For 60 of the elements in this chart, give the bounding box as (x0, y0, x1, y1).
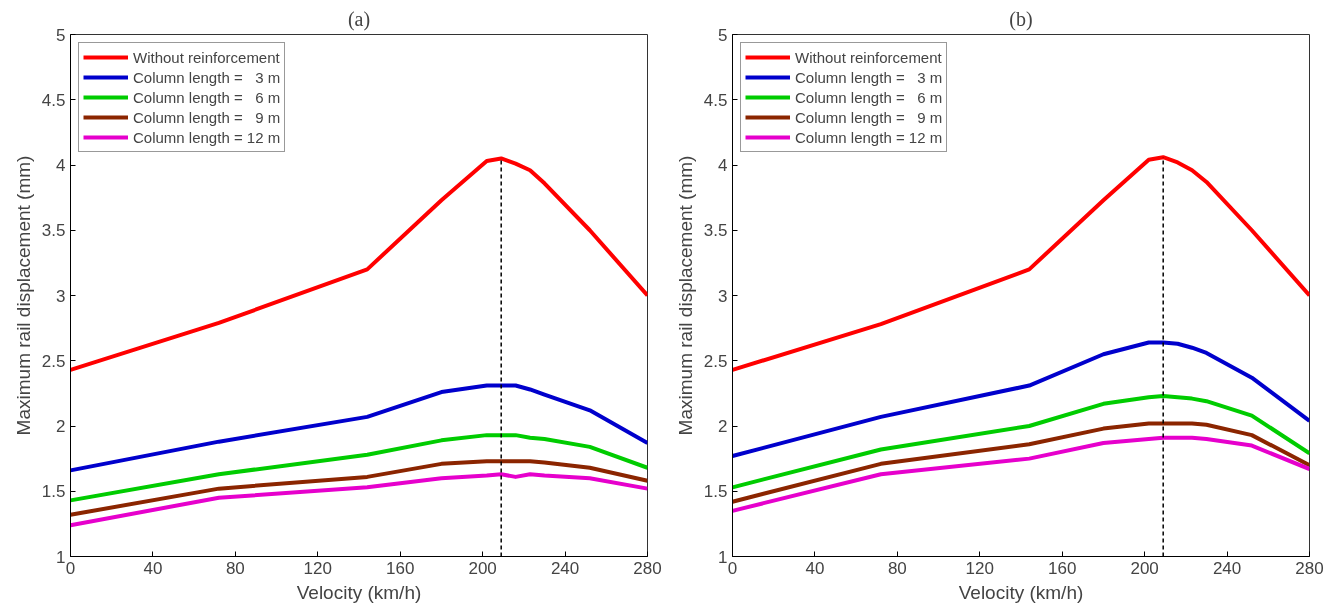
y-tick-label: 4.5 (703, 90, 728, 110)
x-tick-label: 0 (65, 558, 76, 578)
x-tick-label: 80 (225, 558, 245, 578)
x-tick-label: 160 (1048, 558, 1077, 578)
y-tick-label: 2.5 (703, 351, 728, 371)
x-tick-label: 280 (633, 558, 662, 578)
x-tick-label: 280 (1295, 558, 1324, 578)
y-tick-label: 1.5 (703, 482, 728, 502)
x-tick-label: 160 (386, 558, 415, 578)
x-tick-label: 240 (1212, 558, 1242, 578)
line-series (70, 433, 648, 503)
legend-label: Without reinforcement (795, 48, 942, 66)
x-tick-label: 200 (1130, 558, 1159, 578)
legend-label: Column length = 12 m (133, 128, 281, 146)
x-tick-label: 40 (805, 558, 825, 578)
y-axis-title: Maximum rail displacement (mm) (674, 155, 696, 436)
x-tick-label: 240 (550, 558, 580, 578)
y-tick-label: 3 (56, 286, 66, 306)
y-axis-title: Maximum rail displacement (mm) (12, 155, 34, 436)
line-series (70, 383, 648, 473)
line-series (70, 156, 648, 372)
y-tick-label: 4.5 (41, 90, 66, 110)
x-axis-title: Velocity (km/h) (296, 581, 422, 603)
line-series (732, 155, 1310, 372)
x-tick-label: 120 (965, 558, 994, 578)
y-tick-label: 5 (718, 25, 728, 45)
y-tick-label: 4 (56, 156, 66, 175)
line-series (70, 459, 648, 517)
y-tick-label: 2 (718, 417, 728, 436)
legend-label: Without reinforcement (133, 48, 280, 66)
line-series (732, 340, 1310, 459)
legend-label: Column length = 9 m (133, 108, 281, 126)
x-tick-label: 120 (303, 558, 332, 578)
y-tick-label: 3.5 (41, 221, 66, 241)
y-tick-label: 5 (56, 25, 66, 45)
legend-label: Column length = 6 m (795, 88, 943, 106)
y-tick-label: 3.5 (703, 221, 728, 241)
line-series (70, 472, 648, 528)
y-tick-label: 3 (718, 286, 728, 306)
line-series (732, 435, 1310, 513)
legend-label: Column length = 3 m (133, 68, 281, 86)
x-tick-label: 80 (887, 558, 907, 578)
y-tick-label: 1 (718, 547, 728, 567)
legend-label: Column length = 12 m (795, 128, 943, 146)
line-series (732, 393, 1310, 490)
legend-label: Column length = 9 m (795, 108, 943, 126)
legend-label: Column length = 3 m (795, 68, 943, 86)
chart-title: (a) (347, 7, 371, 31)
y-tick-label: 1.5 (41, 482, 66, 502)
y-tick-label: 1 (56, 547, 66, 567)
y-tick-label: 2.5 (41, 351, 66, 371)
line-series (732, 421, 1310, 504)
x-tick-label: 200 (468, 558, 497, 578)
legend-label: Column length = 6 m (133, 88, 281, 106)
x-tick-label: 40 (143, 558, 163, 578)
y-tick-label: 4 (718, 156, 728, 175)
y-tick-label: 2 (56, 417, 66, 436)
x-tick-label: 0 (727, 558, 738, 578)
x-axis-title: Velocity (km/h) (958, 581, 1084, 603)
chart-title: (b) (1009, 7, 1033, 31)
